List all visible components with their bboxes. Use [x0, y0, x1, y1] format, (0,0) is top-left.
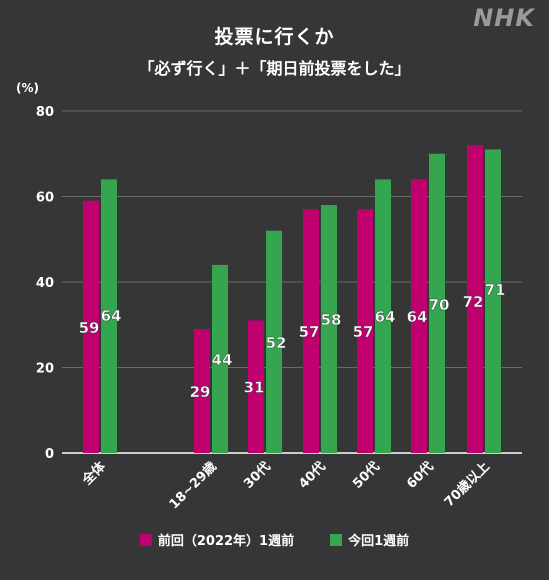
chart-subtitle: 「必ず行く」＋「期日前投票をした」 [138, 59, 411, 78]
bar-curr [485, 149, 501, 453]
bar-prev [411, 179, 427, 453]
bar-prev [194, 329, 210, 453]
y-unit-label: (%) [16, 81, 39, 95]
data-label-prev: 72 [463, 293, 484, 311]
data-label-curr: 44 [212, 351, 233, 369]
bar-prev [357, 209, 373, 453]
y-tick-label: 60 [36, 191, 54, 206]
data-label-prev: 59 [79, 319, 100, 337]
data-label-curr: 58 [321, 311, 342, 329]
y-tick-label: 80 [36, 105, 54, 120]
x-tick-label: 40代 [296, 459, 329, 492]
bar-prev [467, 145, 483, 453]
data-label-prev: 29 [190, 383, 211, 401]
data-label-prev: 31 [244, 379, 265, 397]
bar-curr [375, 179, 391, 453]
y-tick-label: 20 [36, 362, 54, 377]
data-label-prev: 64 [407, 308, 428, 326]
x-tick-label: 18~29歳 [166, 459, 220, 513]
bar-prev [248, 320, 264, 453]
data-label-curr: 64 [375, 308, 396, 326]
bar-curr [321, 205, 337, 453]
x-tick-label: 50代 [350, 459, 383, 492]
data-label-prev: 57 [353, 323, 374, 341]
bar-prev [83, 200, 99, 453]
legend-item-prev: 前回（2022年）1週前 [139, 530, 295, 549]
bar-prev [303, 209, 319, 453]
data-label-curr: 70 [429, 296, 450, 314]
x-tick-label: 70歳以上 [441, 459, 493, 511]
legend-swatch-curr [330, 533, 343, 546]
data-label-curr: 52 [266, 334, 287, 352]
x-tick-label: 30代 [241, 459, 274, 492]
bar-curr [429, 153, 445, 453]
legend-label-prev: 前回（2022年）1週前 [157, 534, 295, 549]
bar-curr [266, 230, 282, 453]
data-label-curr: 64 [101, 307, 122, 325]
x-tick-label: 60代 [404, 459, 437, 492]
chart-title: 投票に行くか [214, 26, 335, 48]
legend-item-curr: 今回1週前 [330, 530, 409, 549]
legend-label-curr: 今回1週前 [348, 534, 410, 549]
bar-curr [212, 264, 228, 453]
bar-curr [101, 179, 117, 453]
legend-swatch-prev [139, 533, 152, 546]
y-tick-label: 0 [45, 447, 54, 462]
x-tick-label: 全体 [78, 458, 109, 489]
data-label-curr: 71 [485, 281, 506, 299]
data-label-prev: 57 [299, 323, 320, 341]
legend: 前回（2022年）1週前 今回1週前 [0, 530, 549, 549]
y-tick-label: 40 [36, 276, 54, 291]
nhk-logo: NHK [473, 4, 535, 32]
